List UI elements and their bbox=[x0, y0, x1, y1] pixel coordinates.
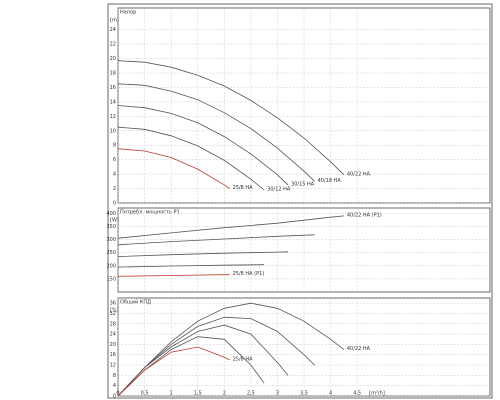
curve bbox=[117, 105, 289, 186]
y-tick-label: 20 bbox=[110, 342, 116, 348]
y-axis-label: [W] bbox=[110, 218, 119, 224]
y-tick-label: 28 bbox=[110, 321, 116, 327]
x-axis-label: [m³/h] bbox=[369, 391, 385, 397]
y-tick-label: 4 bbox=[113, 383, 116, 389]
y-tick-label: 200 bbox=[106, 263, 116, 269]
y-tick-label: 300 bbox=[106, 237, 116, 243]
series-label: 25/8 HA bbox=[233, 356, 254, 362]
y-tick-label: 18 bbox=[110, 71, 116, 77]
series-label: 30/12 HA bbox=[267, 187, 291, 193]
y-tick-label: 150 bbox=[106, 276, 116, 282]
curve bbox=[117, 83, 315, 182]
y-tick-label: 24 bbox=[110, 332, 116, 338]
curve bbox=[117, 234, 315, 246]
curve bbox=[117, 126, 265, 191]
x-tick-label: 0,5 bbox=[141, 391, 149, 397]
panel-title: Общий КПД bbox=[120, 299, 151, 306]
y-tick-label: 32 bbox=[110, 311, 116, 317]
y-tick-label: 12 bbox=[110, 114, 116, 120]
x-tick-label: 3 bbox=[276, 391, 279, 397]
series-label: 25/8 HA bbox=[233, 185, 254, 191]
y-tick-label: 0 bbox=[113, 394, 116, 400]
y-tick-label: 22 bbox=[110, 42, 116, 48]
curve bbox=[117, 251, 289, 257]
y-tick-label: 14 bbox=[110, 99, 116, 105]
y-tick-label: 16 bbox=[110, 352, 116, 358]
curve bbox=[117, 264, 265, 268]
curve bbox=[117, 274, 230, 277]
x-tick-label: 3,5 bbox=[300, 391, 308, 397]
curve bbox=[117, 316, 315, 397]
y-tick-label: 36 bbox=[110, 301, 116, 307]
curve bbox=[117, 336, 265, 397]
x-tick-label: 2,5 bbox=[247, 391, 255, 397]
y-tick-label: 4 bbox=[113, 172, 116, 178]
y-axis-label: [m] bbox=[110, 18, 119, 24]
x-tick-label: 4 bbox=[329, 391, 332, 397]
y-tick-label: 400 bbox=[106, 211, 116, 217]
series-label: 40/18 HA bbox=[318, 178, 342, 184]
y-tick-label: 6 bbox=[113, 157, 116, 163]
y-tick-label: 2 bbox=[113, 186, 116, 192]
outer-frame bbox=[107, 3, 493, 399]
curve bbox=[117, 346, 230, 397]
y-tick-label: 8 bbox=[113, 373, 116, 379]
panel-title: Потребл. мощность P1 bbox=[120, 210, 180, 216]
series-label: 25/8 HA (P1) bbox=[233, 271, 265, 277]
curve bbox=[117, 302, 345, 397]
series-label: 40/22 HA bbox=[347, 346, 371, 352]
x-tick-label: 2 bbox=[223, 391, 226, 397]
y-axis-label: [%] bbox=[110, 308, 119, 314]
series-label: 30/15 HA bbox=[291, 181, 315, 187]
x-tick-label: 1,5 bbox=[194, 391, 202, 397]
y-tick-label: 8 bbox=[113, 143, 116, 149]
x-tick-label: 4,5 bbox=[353, 391, 361, 397]
x-tick-label: 1 bbox=[170, 391, 173, 397]
y-tick-label: 12 bbox=[110, 363, 116, 369]
curve bbox=[117, 324, 289, 397]
series-label: 40/22 HA bbox=[347, 171, 371, 177]
series-label: 40/22 HA (P1) bbox=[347, 212, 382, 218]
curve bbox=[117, 60, 345, 176]
panel-title: Напор bbox=[120, 10, 136, 16]
y-tick-label: 10 bbox=[110, 128, 116, 134]
y-tick-label: 20 bbox=[110, 56, 116, 62]
curve bbox=[117, 148, 230, 189]
y-tick-label: 0 bbox=[113, 201, 116, 207]
y-tick-label: 16 bbox=[110, 85, 116, 91]
y-tick-label: 250 bbox=[106, 250, 116, 256]
curve bbox=[117, 215, 344, 239]
y-tick-label: 24 bbox=[110, 27, 116, 33]
x-tick-label: 0 bbox=[116, 391, 119, 397]
y-tick-label: 350 bbox=[106, 224, 116, 230]
